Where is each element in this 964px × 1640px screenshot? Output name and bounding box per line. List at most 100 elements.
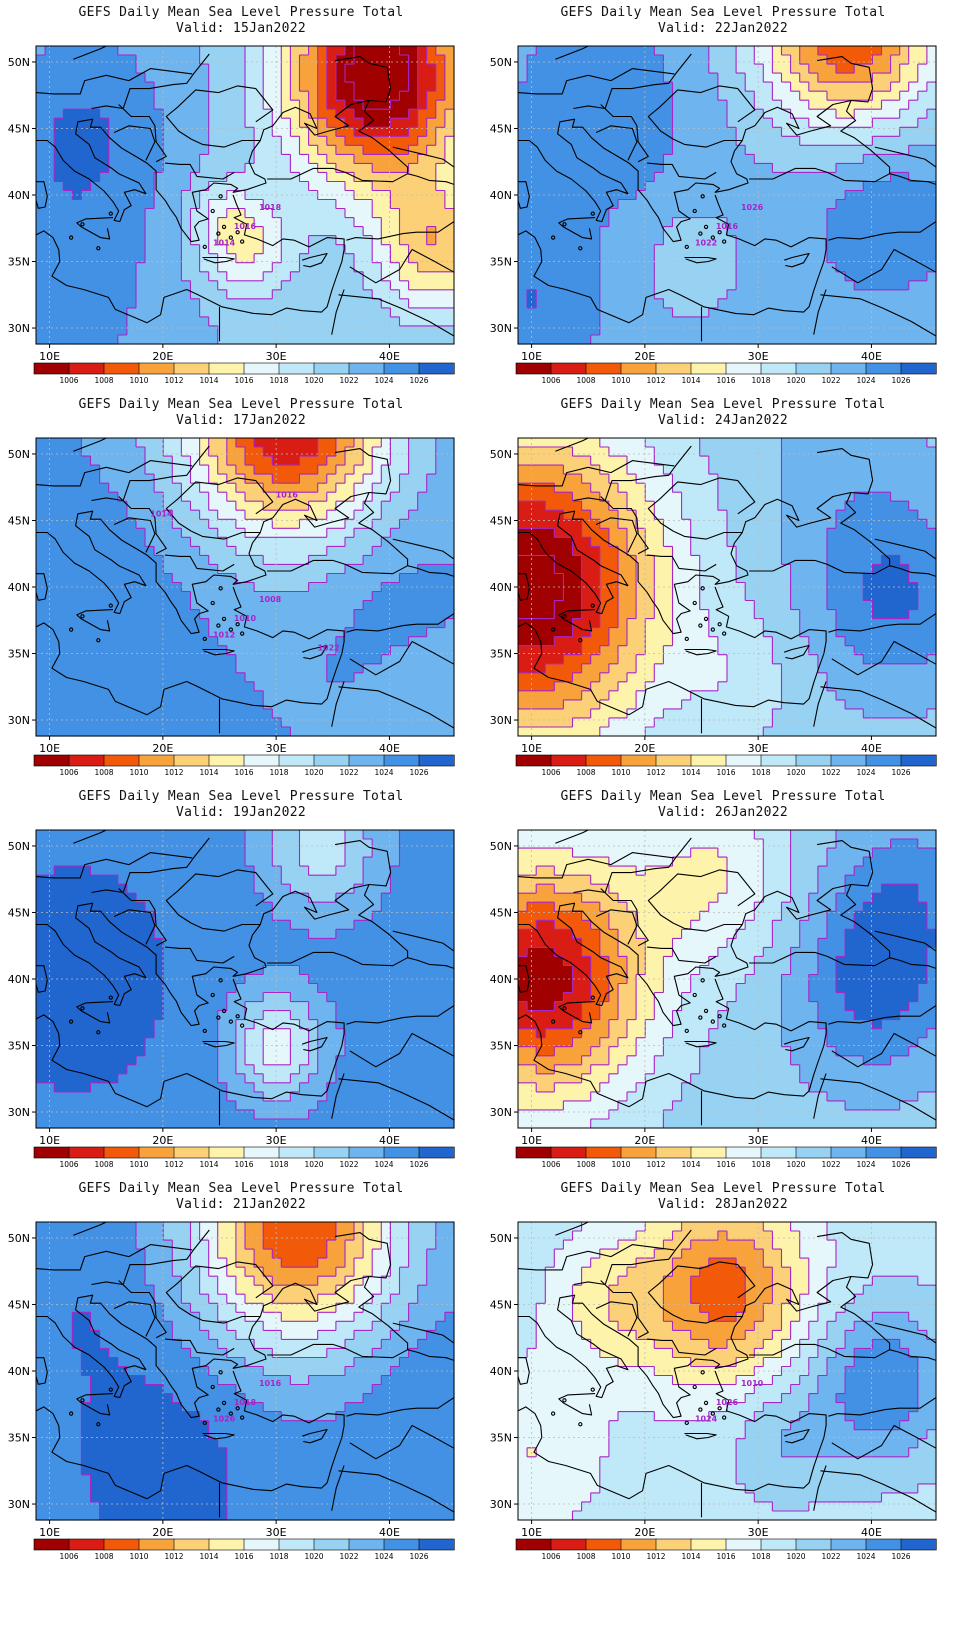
colorbar-tick-label: 1022: [339, 1160, 358, 1169]
lon-tick-label: 20E: [634, 350, 655, 363]
isobars: [36, 830, 401, 1120]
colorbar-tick-label: 1018: [751, 768, 770, 777]
lat-tick-label: 50N: [490, 448, 512, 461]
panel-title: GEFS Daily Mean Sea Level Pressure Total: [560, 789, 886, 804]
colorbar-tick-label: 1018: [751, 1160, 770, 1169]
colorbar-tick-label: 1026: [891, 1160, 910, 1169]
coastlines: [36, 46, 454, 342]
panel-title: GEFS Daily Mean Sea Level Pressure Total: [560, 397, 886, 412]
map-panel: GEFS Daily Mean Sea Level Pressure Total…: [482, 784, 964, 1194]
colorbar-swatch: [313, 754, 350, 767]
lon-tick-label: 30E: [266, 742, 287, 755]
contour-label: 1016: [716, 222, 739, 231]
lon-tick-label: 10E: [39, 350, 60, 363]
lat-tick-label: 30N: [8, 322, 30, 335]
map-panel: GEFS Daily Mean Sea Level Pressure Total…: [482, 392, 964, 802]
colorbar-tick-label: 1018: [751, 376, 770, 385]
isobars: [518, 46, 936, 344]
valid-label: Valid:: [175, 21, 225, 36]
colorbar-swatch: [655, 1146, 692, 1159]
colorbar: 1006 1008 1010 1012 1014 1016 1018 1020 1022 1024…: [515, 1146, 937, 1169]
valid-date-value: 19Jan2022: [232, 805, 307, 820]
lat-tick-label: 40N: [490, 973, 512, 986]
contour-label: 1018: [234, 1398, 257, 1407]
colorbar-tick-label: 1026: [891, 376, 910, 385]
pressure-field: [36, 830, 455, 1129]
map-panel: GEFS Daily Mean Sea Level Pressure Total…: [0, 1176, 482, 1586]
colorbar-swatch: [208, 362, 245, 375]
lat-tick-label: 40N: [490, 189, 512, 202]
colorbar-swatch: [173, 754, 210, 767]
colorbar-tick-label: 1012: [646, 376, 665, 385]
colorbar-tick-label: 1022: [821, 1552, 840, 1561]
colorbar-swatch: [243, 754, 280, 767]
contour-label: 1022: [695, 239, 717, 248]
colorbar-swatch: [383, 1146, 420, 1159]
colorbar-swatch: [243, 1538, 280, 1551]
lat-tick-label: 45N: [8, 122, 30, 135]
lon-tick-label: 40E: [379, 742, 400, 755]
lon-tick-label: 30E: [748, 1134, 769, 1147]
colorbar-swatch: [33, 362, 70, 375]
colorbar-tick-label: 1016: [716, 1160, 735, 1169]
panel-valid-date: Valid: 22Jan2022: [482, 21, 964, 37]
lat-tick-label: 35N: [490, 1432, 512, 1445]
colorbar-tick-label: 1016: [234, 1160, 253, 1169]
lat-tick-label: 30N: [490, 1106, 512, 1119]
panel-valid-date: Valid: 15Jan2022: [0, 21, 482, 37]
isobars: [518, 438, 936, 736]
colorbar-swatch: [900, 1146, 937, 1159]
colorbar-swatch: [515, 754, 552, 767]
colorbar-swatch: [383, 362, 420, 375]
contour-label: 1016: [276, 491, 299, 500]
lat-tick-label: 30N: [8, 714, 30, 727]
colorbar-swatch: [690, 754, 727, 767]
lat-tick-label: 50N: [8, 1232, 30, 1245]
colorbar: 1006 1008 1010 1012 1014 1016 1018 1020 1022 1024…: [33, 754, 455, 777]
colorbar-tick-label: 1010: [129, 1160, 148, 1169]
colorbar-swatch: [760, 1538, 797, 1551]
colorbar-swatch: [418, 754, 455, 767]
colorbar-tick-label: 1024: [374, 376, 393, 385]
lon-tick-label: 40E: [379, 1134, 400, 1147]
pressure-field: [36, 1222, 455, 1521]
contour-labels: 1010 1026 1024: [695, 1379, 764, 1424]
colorbar-swatch: [550, 1146, 587, 1159]
colorbar: 1006 1008 1010 1012 1014 1016 1018 1020 1022 1024…: [515, 1538, 937, 1561]
colorbar-swatch: [138, 1146, 175, 1159]
pressure-field: [36, 438, 455, 737]
lon-tick-label: 40E: [861, 1526, 882, 1539]
colorbar-swatch: [208, 1146, 245, 1159]
lon-tick-label: 10E: [39, 1526, 60, 1539]
colorbar-tick-label: 1008: [94, 1160, 113, 1169]
lon-tick-label: 30E: [748, 1526, 769, 1539]
map-panel: GEFS Daily Mean Sea Level Pressure Total…: [482, 1176, 964, 1586]
lat-tick-label: 45N: [8, 906, 30, 919]
contour-label: 1014: [213, 239, 236, 248]
pressure-field: [36, 46, 455, 345]
coastlines: [36, 1222, 454, 1518]
colorbar-tick-label: 1008: [576, 1160, 595, 1169]
map-panel: GEFS Daily Mean Sea Level Pressure Total…: [0, 0, 482, 410]
colorbar-swatch: [348, 1538, 385, 1551]
colorbar-swatch: [515, 362, 552, 375]
colorbar-swatch: [585, 754, 622, 767]
lon-tick-label: 40E: [861, 1134, 882, 1147]
lat-tick-label: 50N: [8, 840, 30, 853]
panel-title: GEFS Daily Mean Sea Level Pressure Total: [78, 5, 404, 20]
colorbar-swatch: [68, 754, 105, 767]
isobars: [36, 46, 454, 344]
colorbar-tick-label: 1006: [59, 1160, 78, 1169]
lon-tick-label: 40E: [861, 350, 882, 363]
colorbar-tick-label: 1020: [786, 376, 805, 385]
colorbar: 1006 1008 1010 1012 1014 1016 1018 1020 1022 1024…: [33, 1538, 455, 1561]
colorbar-tick-label: 1022: [339, 768, 358, 777]
colorbar-tick-label: 1008: [576, 1552, 595, 1561]
colorbar-swatch: [173, 362, 210, 375]
panel-title: GEFS Daily Mean Sea Level Pressure Total: [78, 789, 404, 804]
colorbar-swatch: [655, 754, 692, 767]
colorbar-swatch: [383, 1538, 420, 1551]
lat-tick-label: 30N: [8, 1498, 30, 1511]
